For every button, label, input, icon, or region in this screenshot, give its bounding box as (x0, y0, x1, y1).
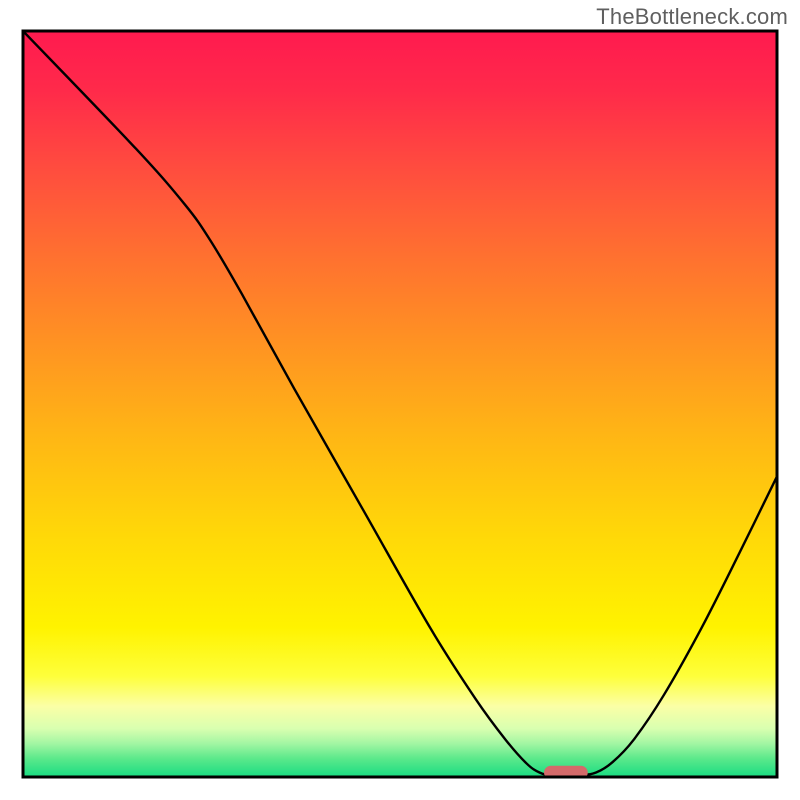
gradient-background (23, 31, 777, 777)
watermark-text: TheBottleneck.com (596, 4, 788, 30)
chart-container: TheBottleneck.com (0, 0, 800, 800)
bottleneck-chart (0, 0, 800, 800)
